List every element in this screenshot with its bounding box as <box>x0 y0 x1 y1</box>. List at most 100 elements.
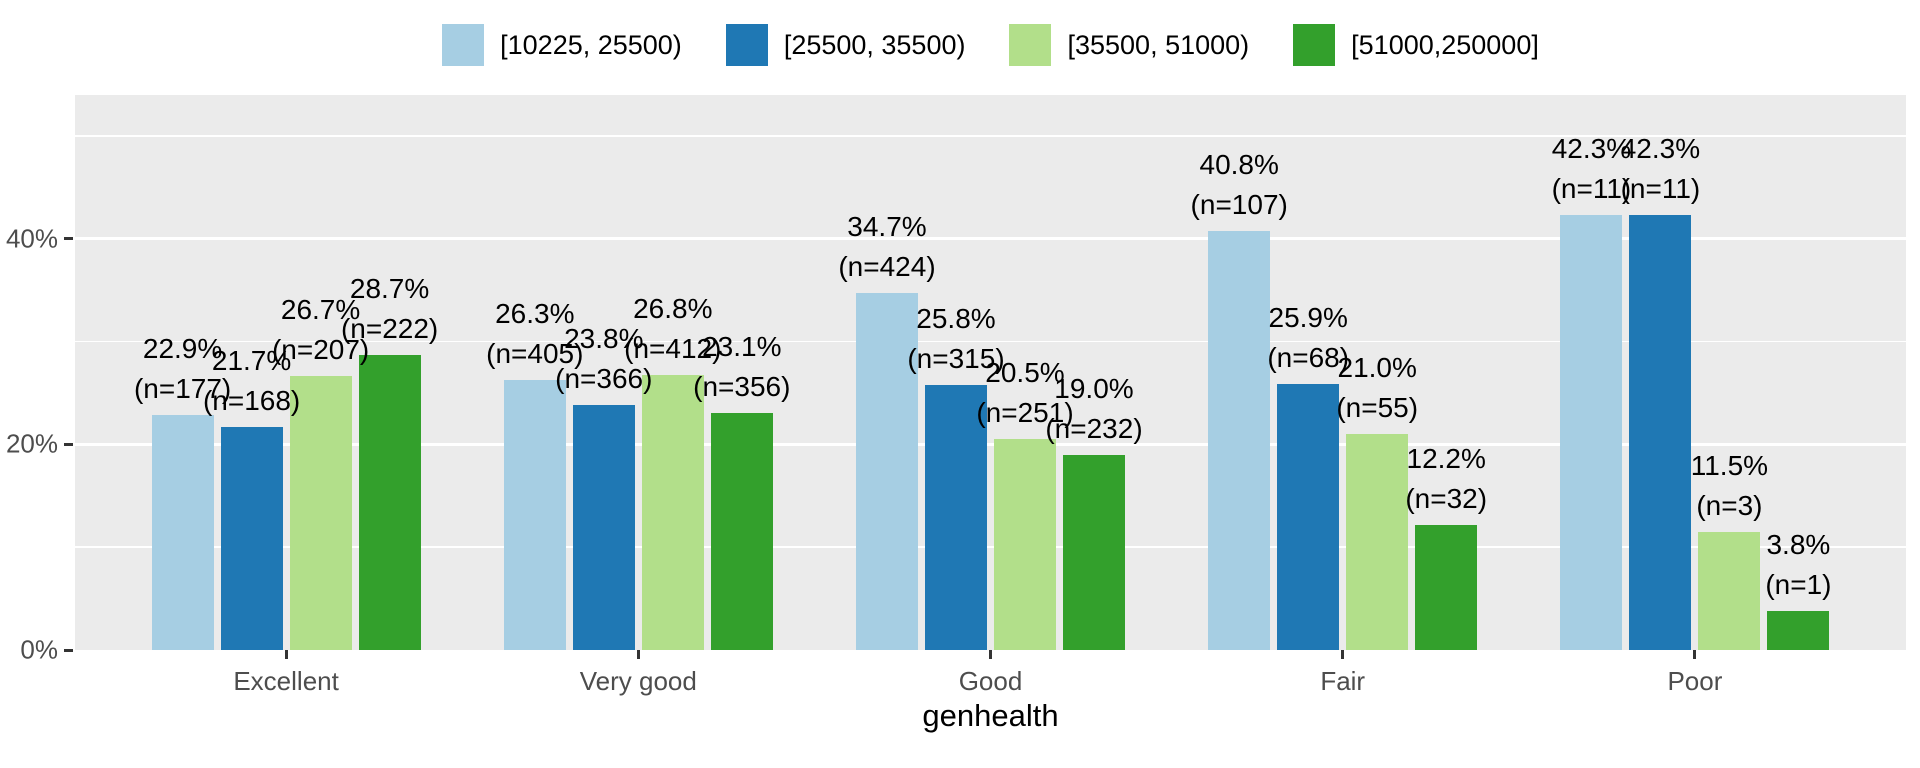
y-tick-mark <box>64 648 73 652</box>
x-tick-label: Poor <box>1667 666 1723 696</box>
bar-group: 34.7% (n=424) 25.8% (n=315) 20.5% (n=251) 19.0… <box>814 95 1166 650</box>
plot-panel: 22.9% (n=177) 21.7% (n=168) 26.7% (n=207) 28.7… <box>75 95 1906 650</box>
bar-label: 22.9% (n=177) <box>134 329 231 409</box>
legend-swatch <box>1009 24 1052 66</box>
bar-label: 40.8% (n=107) <box>1191 145 1288 225</box>
bar-label: 42.3% (n=11) <box>1621 129 1701 209</box>
x-tick: Excellent <box>110 650 462 697</box>
legend-item: [35500, 51000) <box>1009 24 1249 66</box>
bar-label-percent: 23.1% <box>702 330 782 362</box>
bar-label-percent: 25.8% <box>916 302 996 334</box>
bar-label: 20.5% (n=251) <box>976 353 1073 433</box>
bar-label: 26.3% (n=405) <box>486 294 583 374</box>
bar-label-count: (n=412) <box>624 332 722 364</box>
bar-group: 42.3% (n=11) 42.3% (n=11) 11.5% (n=3) 3.8% (n=1… <box>1519 95 1871 650</box>
bar-label-count: (n=356) <box>693 370 791 402</box>
bar-group: 22.9% (n=177) 21.7% (n=168) 26.7% (n=207) 28.7… <box>110 95 462 650</box>
legend-item: [25500, 35500) <box>725 24 966 66</box>
bar-label-percent: 25.9% <box>1268 301 1348 333</box>
legend-item: [10225, 25500) <box>442 24 682 66</box>
minor-gridline <box>75 546 1906 548</box>
bar-label: 23.8% (n=366) <box>555 319 652 399</box>
bar-label: 21.7% (n=168) <box>203 341 300 421</box>
bar-label: 26.7% (n=207) <box>272 290 369 370</box>
x-tick-mark <box>636 650 640 659</box>
bar: 26.7% (n=207) <box>272 294 369 650</box>
bar-label-count: (n=11) <box>1551 173 1632 205</box>
bar: 40.8% (n=107) <box>1191 149 1288 650</box>
bar: 11.5% (n=3) <box>1691 450 1768 650</box>
bar-label-percent: 26.7% <box>280 293 361 325</box>
x-tick: Good <box>814 650 1166 697</box>
bar: 23.1% (n=356) <box>693 331 790 650</box>
bar: 25.8% (n=315) <box>907 303 1005 650</box>
x-tick-label: Very good <box>579 666 697 696</box>
bar: 42.3% (n=11) <box>1552 133 1631 650</box>
bar-group: 26.3% (n=405) 23.8% (n=366) 26.8% (n=412) 23.1… <box>462 95 814 650</box>
bar: 12.2% (n=32) <box>1405 443 1487 650</box>
bar-label: 34.7% (n=424) <box>838 207 935 287</box>
bar-label-percent: 3.8% <box>1766 528 1831 560</box>
y-tick-mark <box>64 442 73 446</box>
bar-label-count: (n=68) <box>1267 341 1350 373</box>
bar-label-percent: 42.3% <box>1620 133 1701 165</box>
bar-label-count: (n=32) <box>1405 482 1488 514</box>
x-tick-label: Good <box>958 666 1023 696</box>
bar: 26.8% (n=412) <box>624 293 721 650</box>
bar-label-percent: 22.9% <box>142 332 223 364</box>
x-axis-title: genhealth <box>922 698 1059 733</box>
bar-label: 28.7% (n=222) <box>341 269 438 349</box>
x-tick-label: Excellent <box>233 666 339 696</box>
minor-gridline <box>75 135 1906 137</box>
bar: 42.3% (n=11) <box>1621 133 1700 650</box>
bar: 34.7% (n=424) <box>838 211 936 650</box>
x-tick-mark <box>1341 650 1345 659</box>
bar-label: 19.0% (n=232) <box>1045 369 1142 449</box>
bar-label-count: (n=177) <box>133 372 232 404</box>
bar-label: 42.3% (n=11) <box>1552 129 1632 209</box>
x-tick: Poor <box>1519 650 1871 697</box>
legend-label: [25500, 35500) <box>783 29 966 60</box>
x-tick-mark <box>284 650 288 659</box>
bar: 21.7% (n=168) <box>203 345 300 650</box>
legend: [10225, 25500) [25500, 35500) [35500, 5100… <box>75 20 1906 70</box>
bar-label-count: (n=405) <box>486 337 584 369</box>
bar-label: 12.2% (n=32) <box>1405 439 1487 519</box>
bar-label-count: (n=222) <box>340 313 439 345</box>
x-axis: Excellent Very good Good Fair Poor <box>75 650 1906 697</box>
bar-label-count: (n=207) <box>271 333 370 365</box>
x-tick-label: Fair <box>1320 666 1366 696</box>
bar: 23.8% (n=366) <box>555 323 652 650</box>
bar-label-count: (n=3) <box>1696 489 1763 521</box>
bar-label-percent: 26.8% <box>633 292 713 324</box>
bar-label-count: (n=251) <box>976 397 1074 429</box>
bar: 21.0% (n=55) <box>1336 352 1418 650</box>
bar-label-percent: 12.2% <box>1406 442 1486 474</box>
bar-label: 23.1% (n=356) <box>693 327 790 407</box>
y-tick-label: 0% <box>20 634 58 665</box>
bar: 26.3% (n=405) <box>486 298 583 650</box>
legend-swatch <box>1293 24 1336 66</box>
bar-label: 25.8% (n=315) <box>907 299 1004 379</box>
x-tick-mark <box>1693 650 1697 659</box>
bar-label-percent: 40.8% <box>1199 148 1279 180</box>
legend-swatch <box>725 24 768 66</box>
bar-label-percent: 11.5% <box>1690 449 1769 481</box>
bar-label-percent: 23.8% <box>564 323 644 355</box>
bar-label-count: (n=107) <box>1190 188 1288 220</box>
legend-swatch <box>442 24 485 66</box>
bar-label: 21.0% (n=55) <box>1336 348 1418 428</box>
bar-label: 25.9% (n=68) <box>1267 298 1349 378</box>
bar: 25.9% (n=68) <box>1267 302 1349 650</box>
bar-label: 3.8% (n=1) <box>1765 525 1831 605</box>
y-tick-label: 40% <box>5 223 58 254</box>
bar-label-count: (n=1) <box>1765 568 1832 600</box>
legend-label: [10225, 25500) <box>500 29 682 60</box>
bar-label: 11.5% (n=3) <box>1691 446 1768 526</box>
bar: 3.8% (n=1) <box>1765 529 1831 650</box>
major-gridline <box>75 237 1906 241</box>
x-tick: Fair <box>1167 650 1519 697</box>
y-tick-mark <box>64 237 73 241</box>
bar: 19.0% (n=232) <box>1045 373 1143 650</box>
legend-label: [51000,250000] <box>1351 29 1539 60</box>
